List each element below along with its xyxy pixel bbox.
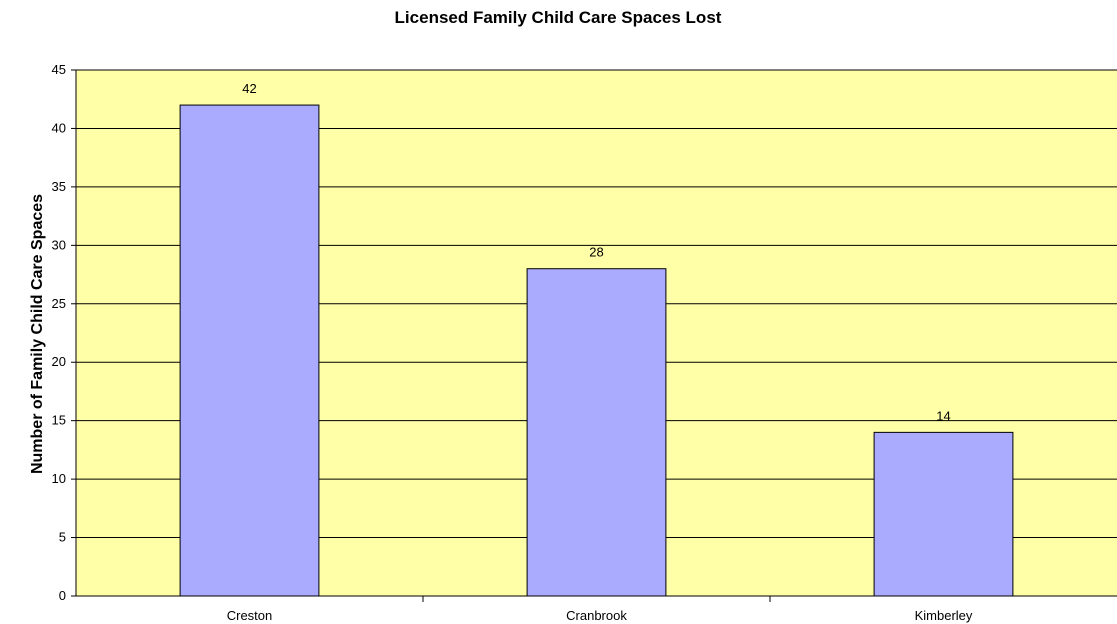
y-tick-label: 45 — [52, 62, 66, 77]
bar-kimberley — [873, 431, 1014, 597]
x-tick-label: Kimberley — [915, 608, 973, 623]
y-tick-label: 35 — [52, 179, 66, 194]
y-tick-label: 30 — [52, 237, 66, 252]
y-tick-label: 0 — [59, 588, 66, 603]
x-tick-label: Cranbrook — [566, 608, 627, 623]
y-tick-label: 15 — [52, 413, 66, 428]
bar-creston — [179, 104, 320, 597]
y-tick-label: 10 — [52, 471, 66, 486]
data-label: 14 — [936, 408, 950, 423]
data-label: 42 — [242, 81, 256, 96]
data-label: 28 — [589, 245, 603, 260]
y-axis-label: Number of Family Child Care Spaces — [29, 194, 46, 474]
y-tick-label: 40 — [52, 120, 66, 135]
y-tick-label: 5 — [59, 530, 66, 545]
chart-title: Licensed Family Child Care Spaces Lost — [395, 8, 722, 27]
bar-cranbrook — [526, 268, 667, 597]
y-tick-label: 20 — [52, 354, 66, 369]
y-tick-label: 25 — [52, 296, 66, 311]
x-tick-label: Creston — [227, 608, 273, 623]
plot-area: 0 5 10 15 20 25 30 35 40 45 42 Creston 28 Cranbrook 14… — [52, 62, 1117, 623]
